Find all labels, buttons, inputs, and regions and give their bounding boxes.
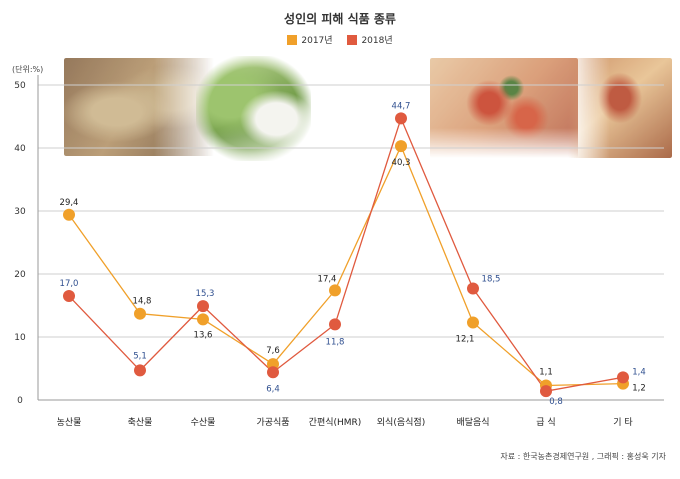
data-point — [617, 371, 629, 384]
data-point — [540, 385, 552, 398]
x-tick-label: 축산물 — [128, 417, 153, 428]
data-label: 40,3 — [392, 158, 411, 168]
data-label: 15,3 — [196, 289, 215, 299]
data-label: 12,1 — [456, 335, 475, 345]
chart-title: 성인의 피해 식품 종류 — [284, 12, 396, 26]
y-tick-label: 40 — [14, 144, 26, 154]
data-point — [329, 284, 341, 297]
data-point — [63, 208, 75, 221]
data-point — [467, 316, 479, 329]
legend-label-2017: 2017년 — [301, 36, 333, 46]
legend-item-2018: 2018년 — [347, 33, 393, 46]
y-tick-label: 10 — [14, 333, 26, 343]
data-point — [134, 307, 146, 320]
oyster-photo — [64, 58, 214, 156]
legend-label-2018: 2018년 — [361, 36, 393, 46]
legend-swatch-2017 — [287, 34, 298, 45]
data-label: 0,8 — [549, 397, 563, 407]
data-label: 44,7 — [392, 101, 411, 111]
unit-label: (단위:%) — [12, 65, 44, 74]
data-label: 13,6 — [194, 330, 213, 340]
source-credit: 자료 : 한국농촌경제연구원 , 그래픽 : 홍성욱 기자 — [500, 452, 666, 461]
y-tick-label: 30 — [14, 207, 26, 217]
data-point — [395, 140, 407, 153]
data-label: 6,4 — [266, 384, 280, 394]
data-point — [395, 112, 407, 125]
data-label: 1,1 — [539, 368, 553, 378]
y-tick-label: 50 — [14, 81, 26, 91]
data-point — [267, 366, 279, 379]
data-label: 18,5 — [482, 274, 501, 284]
data-point — [134, 364, 146, 377]
x-tick-label: 농산물 — [57, 417, 82, 428]
x-tick-label: 배달음식 — [456, 416, 489, 428]
legend: 2017년 2018년 — [0, 33, 680, 48]
legend-swatch-2018 — [347, 34, 358, 45]
data-point — [329, 318, 341, 331]
x-tick-label: 외식(음식점) — [377, 416, 425, 428]
data-point — [197, 300, 209, 313]
data-label: 29,4 — [60, 198, 79, 208]
data-label: 17,0 — [60, 279, 79, 289]
data-label: 1,2 — [632, 384, 646, 394]
y-tick-label: 20 — [14, 270, 26, 280]
x-tick-label: 급 식 — [536, 417, 555, 428]
x-tick-label: 수산물 — [191, 417, 216, 428]
y-tick-label: 0 — [17, 396, 23, 406]
data-label: 11,8 — [326, 337, 345, 347]
x-tick-label: 가공식품 — [256, 417, 289, 428]
data-label: 7,6 — [266, 346, 280, 356]
data-label: 14,8 — [133, 297, 152, 307]
series-line-0 — [68, 145, 624, 387]
series-line-1 — [68, 117, 624, 392]
data-label: 5,1 — [133, 351, 147, 361]
sandwich-photo — [568, 58, 672, 158]
data-point — [63, 290, 75, 303]
vegetable-photo — [196, 56, 311, 161]
x-tick-label: 간편식(HMR) — [309, 416, 362, 428]
data-label: 17,4 — [318, 274, 337, 284]
x-tick-label: 기 타 — [613, 417, 633, 428]
data-label: 1,4 — [632, 367, 646, 377]
legend-item-2017: 2017년 — [287, 33, 333, 46]
pizza-photo — [430, 58, 578, 158]
data-point — [467, 282, 479, 295]
data-point — [197, 313, 209, 326]
